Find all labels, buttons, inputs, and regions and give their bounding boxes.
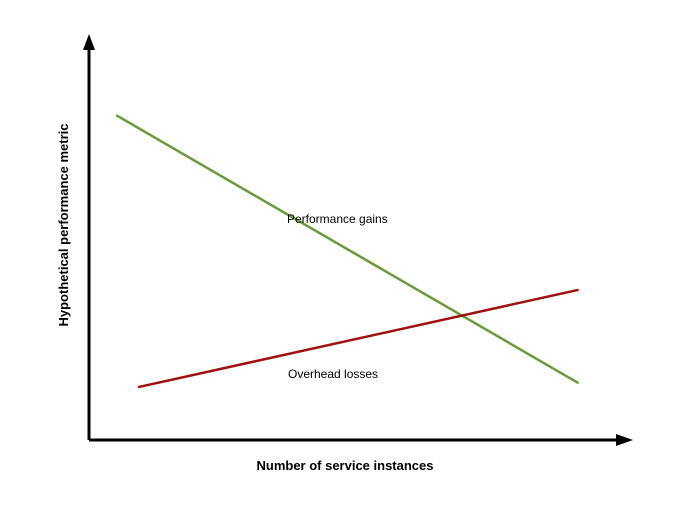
series-label-overhead-losses: Overhead losses xyxy=(288,367,378,381)
x-axis-label: Number of service instances xyxy=(256,458,433,473)
y-axis-arrow xyxy=(83,34,95,50)
y-axis-label: Hypothetical performance metric xyxy=(56,123,71,326)
series-line-overhead-losses xyxy=(137,288,579,389)
series-label-performance-gains: Performance gains xyxy=(287,212,388,226)
series-line-performance-gains xyxy=(115,114,580,385)
series-layer xyxy=(115,114,580,389)
x-axis-arrow xyxy=(616,434,633,446)
